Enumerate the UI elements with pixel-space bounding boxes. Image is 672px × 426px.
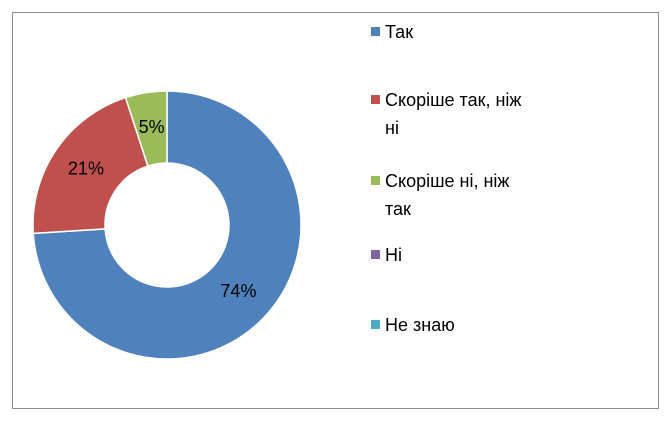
legend-item: Скоріше ні, ніж так <box>371 167 531 223</box>
data-label: 74% <box>220 281 256 301</box>
data-label: 21% <box>68 159 104 179</box>
data-label: 5% <box>139 117 165 137</box>
donut-slice <box>124 90 168 167</box>
legend-label: Скоріше так, ніж ні <box>385 90 522 138</box>
legend-swatch <box>371 250 380 259</box>
donut-slice <box>32 90 302 360</box>
legend-swatch <box>371 320 380 329</box>
donut-slice <box>32 96 149 235</box>
legend-swatch <box>371 27 380 36</box>
legend-item: Так <box>371 18 531 46</box>
chart-frame <box>12 12 659 409</box>
legend-label: Ні <box>385 245 402 265</box>
legend-swatch <box>371 95 380 104</box>
legend-label: Не знаю <box>385 315 455 335</box>
legend-item: Ні <box>371 241 531 269</box>
legend-label: Так <box>385 22 414 42</box>
legend-item: Скоріше так, ніж ні <box>371 86 531 142</box>
legend-swatch <box>371 176 380 185</box>
legend-label: Скоріше ні, ніж так <box>385 171 510 219</box>
legend-item: Не знаю <box>371 311 531 339</box>
